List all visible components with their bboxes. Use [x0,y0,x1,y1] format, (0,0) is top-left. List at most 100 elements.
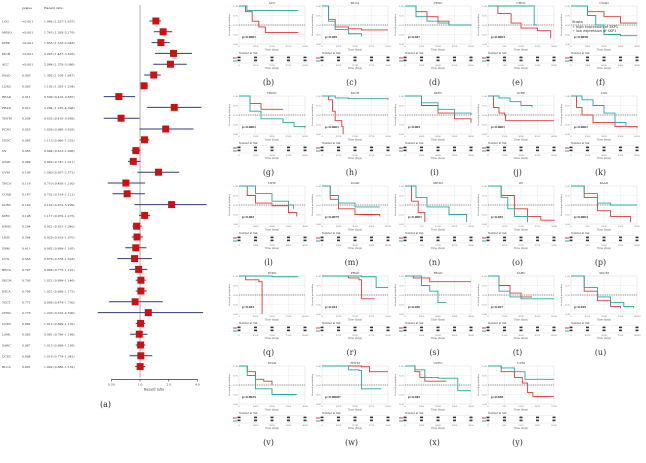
svg-text:0.00: 0.00 [399,403,404,406]
x-tick-label: 0.50 [108,382,115,386]
panel-title: PCPG [268,271,277,275]
svg-text:0.25: 0.25 [565,214,570,217]
svg-text:5000: 5000 [269,315,275,318]
svg-text:0.25: 0.25 [565,304,570,307]
km-panel-cesc: CESC 0.00 0.25 0.50 0.75 1.00 0 1500 3000 4500 600… [393,0,476,92]
svg-text:0.75: 0.75 [233,285,238,288]
svg-text:0.00: 0.00 [482,313,487,316]
x-tick-label: 4.0 [195,382,200,386]
svg-text:1500: 1500 [535,45,541,48]
row-label: THCA [2,182,12,186]
svg-text:Survival probability: Survival probability [394,373,397,396]
svg-text:Survival probability: Survival probability [477,103,480,126]
p-value: p=0.0063 [574,215,588,219]
svg-text:0.75: 0.75 [565,195,570,198]
svg-text:1250: 1250 [518,424,524,427]
svg-text:0.75: 0.75 [482,195,487,198]
row-label: MESO [2,30,12,34]
svg-text:6000: 6000 [468,64,474,67]
svg-text:0.50: 0.50 [399,114,404,117]
svg-text:0: 0 [321,64,323,67]
svg-text:2500: 2500 [352,424,358,427]
svg-text:2000: 2000 [435,424,441,427]
svg-text:Time (days): Time (days) [597,247,611,250]
svg-text:Time (days): Time (days) [431,337,445,340]
svg-text:0: 0 [487,244,489,247]
svg-text:2500: 2500 [269,45,275,48]
svg-text:6000: 6000 [551,315,557,318]
svg-text:500: 500 [585,244,590,247]
svg-text:2000: 2000 [269,225,275,228]
svg-text:6000: 6000 [634,154,640,157]
km-panel-thym: THYM 0.00 0.25 0.50 0.75 1.00 0 1250 2500 3750 500… [310,360,393,452]
hr-marker [136,363,144,371]
curve-low-expression [571,185,637,206]
svg-text:1000: 1000 [585,45,591,48]
svg-text:Time (days): Time (days) [597,49,611,52]
svg-text:4000: 4000 [302,405,308,408]
svg-text:4000: 4000 [634,45,640,48]
svg-text:Time (days): Time (days) [514,67,528,70]
hr-marker [133,222,141,230]
svg-text:Time (days): Time (days) [514,157,528,160]
panel-label: (h) [345,168,358,177]
svg-text:6000: 6000 [551,135,557,138]
svg-text:Time (days): Time (days) [431,157,445,160]
curve-low-expression [571,275,635,309]
svg-text:Number at risk: Number at risk [488,412,507,415]
svg-text:Time (days): Time (days) [265,319,279,322]
row-pvalue: <0.001 [22,20,33,24]
svg-text:2500: 2500 [352,64,358,67]
row-pvalue: 0.793 [22,290,31,294]
svg-text:3750: 3750 [369,405,375,408]
row-pvalue: 0.882 [22,322,31,326]
svg-text:5000: 5000 [385,135,391,138]
hr-marker [144,309,152,317]
svg-text:0: 0 [404,424,406,427]
svg-text:6000: 6000 [369,244,375,247]
row-hr-text: 1.117 (0.976–1.276) [44,214,75,218]
p-value: p=0.045 [408,395,420,399]
svg-text:2500: 2500 [269,64,275,67]
svg-text:Time (days): Time (days) [265,139,279,142]
curve-low-expression [488,5,538,26]
svg-text:3750: 3750 [535,225,541,228]
panel-label: (x) [429,438,440,447]
svg-text:2000: 2000 [601,45,607,48]
svg-text:4000: 4000 [302,244,308,247]
svg-text:Time (days): Time (days) [348,49,362,52]
svg-text:750: 750 [419,244,424,247]
svg-text:2500: 2500 [253,334,259,337]
svg-text:0: 0 [404,315,406,318]
svg-text:0: 0 [570,45,572,48]
svg-text:Number at risk: Number at risk [239,142,258,145]
svg-text:0.50: 0.50 [482,384,487,387]
forest-plot: pvalue Hazard ratio LGG <0.001 1.466 (1.257–… [1,5,207,391]
svg-text:0.00: 0.00 [482,43,487,46]
panel-label: (j) [513,168,522,177]
svg-text:1500: 1500 [535,64,541,67]
panel-label: (e) [512,78,523,87]
svg-text:0: 0 [487,45,489,48]
svg-text:1.00: 1.00 [316,95,321,98]
svg-text:1500: 1500 [585,135,591,138]
svg-text:0.00: 0.00 [399,133,404,136]
row-label: COAD [2,192,12,196]
svg-text:6000: 6000 [551,334,557,337]
row-label: HNSC [2,225,12,229]
svg-text:2250: 2250 [452,225,458,228]
km-panel-kirc: KIRC 0.00 0.25 0.50 0.75 1.00 0 1000 2000 3000 400… [393,90,476,182]
svg-text:Survival probability: Survival probability [228,193,231,216]
svg-text:1250: 1250 [336,64,342,67]
panel-title: SKCM [599,271,609,275]
panel-label: (b) [262,78,275,87]
svg-text:1500: 1500 [585,154,591,157]
x-axis-label: Hazard ratio [144,387,165,391]
svg-text:1000: 1000 [253,424,259,427]
svg-text:3000: 3000 [286,244,292,247]
svg-text:1500: 1500 [502,154,508,157]
svg-text:1000: 1000 [419,424,425,427]
svg-text:1.00: 1.00 [233,5,238,8]
svg-text:Survival probability: Survival probability [311,103,314,126]
svg-text:0.00: 0.00 [565,43,570,46]
